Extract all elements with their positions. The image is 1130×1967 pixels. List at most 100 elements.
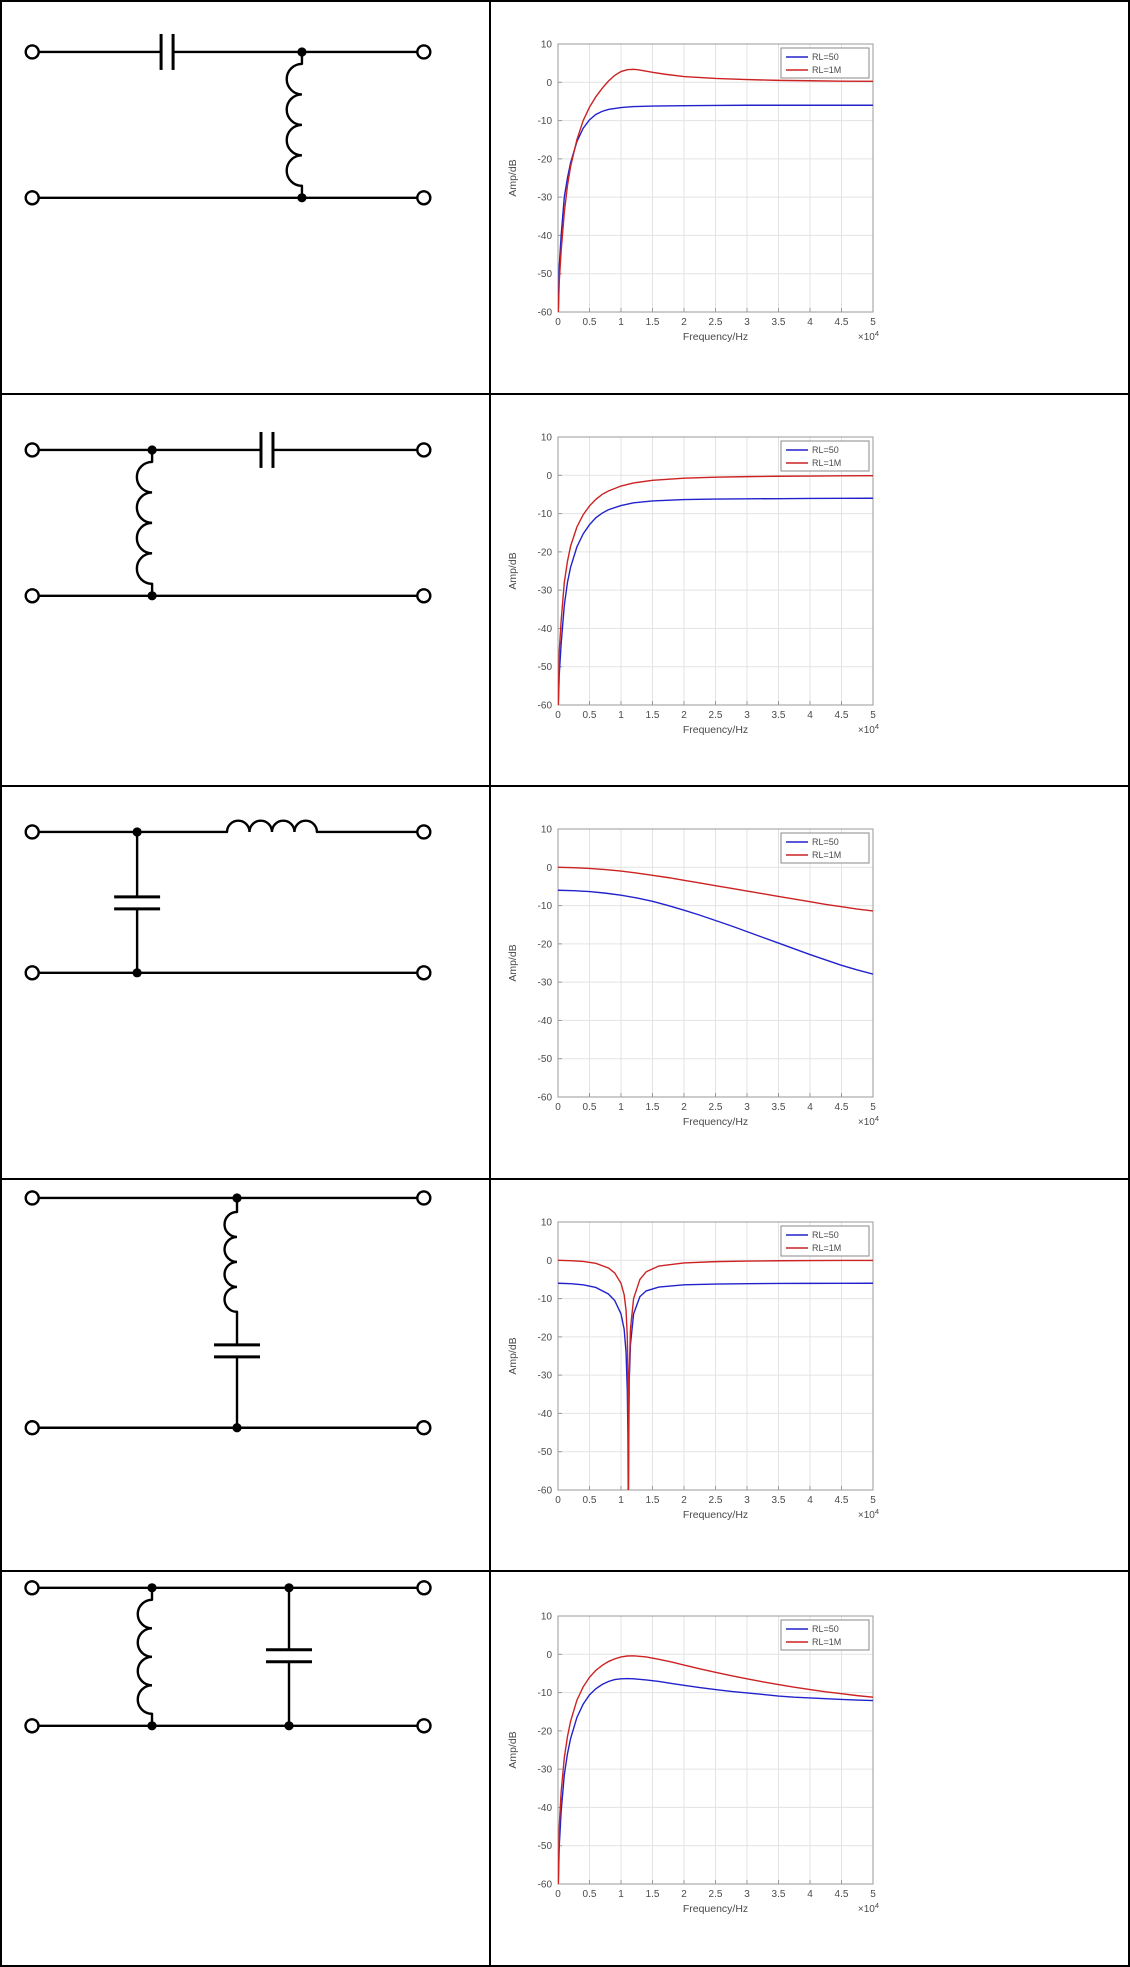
y-tick-label: -60	[538, 1486, 553, 1497]
y-axis-label: Amp/dB	[507, 160, 519, 197]
terminal	[416, 1190, 432, 1206]
terminal	[416, 1718, 432, 1734]
x-tick-label: 0.5	[583, 1889, 597, 1900]
series-line-rl-1m	[558, 68, 873, 313]
y-tick-label: -10	[538, 1294, 553, 1305]
x-tick-label: 4	[807, 1102, 813, 1113]
terminal	[24, 190, 40, 206]
response-chart: 0 0.5 1 1.5 2 2.5 3 3.5 4 4.5 5 10 0 -10 -20 -30 -40 -50 -…	[507, 825, 879, 1129]
y-tick-label: -50	[538, 270, 553, 281]
x-axis-label: Frequency/Hz	[683, 1116, 748, 1128]
y-tick-label: -20	[538, 547, 553, 558]
circuit-cell	[2, 1572, 491, 1965]
y-tick-label: -10	[538, 116, 553, 127]
x-tick-label: 3.5	[772, 317, 786, 328]
y-tick-label: -50	[538, 662, 553, 673]
x-axis-label: Frequency/Hz	[683, 724, 748, 736]
circuit-cell	[2, 2, 491, 393]
junction-dot	[297, 47, 307, 57]
y-tick-label: -10	[538, 1688, 553, 1699]
y-tick-label: 10	[541, 1218, 553, 1229]
y-tick-label: -40	[538, 1016, 553, 1027]
circuit-diagram	[24, 1190, 432, 1436]
x-tick-label: 1.5	[646, 1495, 660, 1506]
series-line-rl-50	[558, 890, 873, 976]
y-tick-label: -10	[538, 902, 553, 913]
y-tick-label: 0	[546, 1256, 552, 1267]
junction-dot	[284, 1721, 294, 1731]
terminal	[416, 1580, 432, 1596]
y-tick-label: -30	[538, 978, 553, 989]
x-tick-label: 0	[555, 1889, 561, 1900]
x-tick-label: 0	[555, 710, 561, 721]
junction-dot	[232, 1193, 242, 1203]
y-tick-label: -20	[538, 1726, 553, 1737]
terminal	[24, 965, 40, 981]
inductor-coil	[225, 819, 319, 833]
x-tick-label: 1.5	[646, 710, 660, 721]
x-tick-label: 0.5	[583, 710, 597, 721]
circuit-diagram	[24, 431, 432, 604]
terminal	[24, 441, 40, 458]
legend-label: RL=1M	[812, 65, 841, 75]
y-tick-label: -60	[538, 308, 553, 319]
y-axis-label: Amp/dB	[507, 1337, 519, 1374]
x-tick-label: 1.5	[646, 317, 660, 328]
inductor-coil	[285, 62, 303, 188]
x-tick-label: 4	[807, 317, 813, 328]
y-tick-label: 10	[541, 1611, 553, 1622]
response-chart: 0 0.5 1 1.5 2 2.5 3 3.5 4 4.5 5 10 0 -10 -20 -30 -40 -50 -…	[507, 1218, 879, 1522]
y-tick-label: -30	[538, 1764, 553, 1775]
x-tick-label: 2	[681, 1495, 687, 1506]
x-tick-label: 5	[870, 1889, 876, 1900]
x-axis-label: Frequency/Hz	[683, 331, 748, 343]
y-tick-label: -10	[538, 509, 553, 520]
y-tick-label: -60	[538, 1879, 553, 1890]
inductor-coil	[223, 1210, 238, 1313]
y-axis-label: Amp/dB	[507, 1731, 519, 1768]
legend-box	[780, 1225, 870, 1257]
y-tick-label: -50	[538, 1447, 553, 1458]
y-tick-label: -20	[538, 940, 553, 951]
junction-dot	[132, 827, 142, 837]
legend-box	[780, 1619, 870, 1651]
terminal	[416, 965, 432, 981]
legend-box	[780, 440, 870, 472]
series-line-rl-1m	[558, 867, 873, 913]
legend-label: RL=1M	[812, 1637, 841, 1647]
x-tick-label: 3.5	[772, 1889, 786, 1900]
y-tick-label: -30	[538, 193, 553, 204]
series-line-rl-1m	[558, 1654, 873, 1884]
x-tick-label: 5	[870, 1495, 876, 1506]
terminal	[416, 441, 432, 458]
inductor-coil	[136, 1598, 153, 1716]
chart-cell: 0 0.5 1 1.5 2 2.5 3 3.5 4 4.5 5 10 0 -10 -20 -30 -40 -50 -…	[491, 1180, 1128, 1571]
y-tick-label: 10	[541, 432, 553, 443]
terminal	[24, 824, 40, 840]
x-tick-label: 0.5	[583, 317, 597, 328]
x-tick-label: 3	[744, 1495, 750, 1506]
y-tick-label: -40	[538, 1409, 553, 1420]
legend-label: RL=50	[812, 52, 839, 62]
junction-dot	[132, 968, 142, 978]
terminal	[416, 824, 432, 840]
legend-box	[780, 47, 870, 79]
x-tick-label: 2.5	[709, 1495, 723, 1506]
x-tick-label: 0	[555, 1102, 561, 1113]
y-tick-label: -30	[538, 586, 553, 597]
series-line-rl-50	[558, 1677, 873, 1884]
x-axis-label: Frequency/Hz	[683, 1509, 748, 1521]
x-axis-multiplier: ×104	[858, 1114, 879, 1128]
series-line-rl-50	[558, 497, 873, 705]
x-tick-label: 3.5	[772, 1495, 786, 1506]
terminal	[24, 587, 40, 604]
junction-dot	[284, 1583, 294, 1593]
x-tick-label: 2	[681, 710, 687, 721]
chart-cell: 0 0.5 1 1.5 2 2.5 3 3.5 4 4.5 5 10 0 -10 -20 -30 -40 -50 -…	[491, 2, 1128, 393]
chart-cell: 0 0.5 1 1.5 2 2.5 3 3.5 4 4.5 5 10 0 -10 -20 -30 -40 -50 -…	[491, 787, 1128, 1178]
x-tick-label: 1	[618, 710, 624, 721]
inductor-coil	[135, 460, 153, 585]
x-tick-label: 5	[870, 317, 876, 328]
x-tick-label: 3	[744, 1102, 750, 1113]
circuit-cell	[2, 787, 491, 1178]
